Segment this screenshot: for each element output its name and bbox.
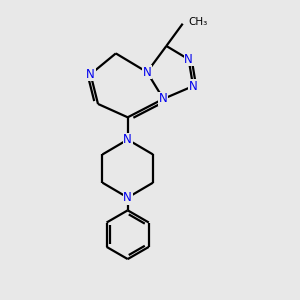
Text: N: N — [143, 66, 152, 79]
Text: CH₃: CH₃ — [188, 17, 207, 27]
Text: N: N — [184, 53, 193, 66]
Text: N: N — [159, 92, 168, 105]
Text: N: N — [123, 191, 132, 204]
Text: N: N — [189, 80, 197, 93]
Text: N: N — [86, 68, 95, 81]
Text: N: N — [123, 133, 132, 146]
